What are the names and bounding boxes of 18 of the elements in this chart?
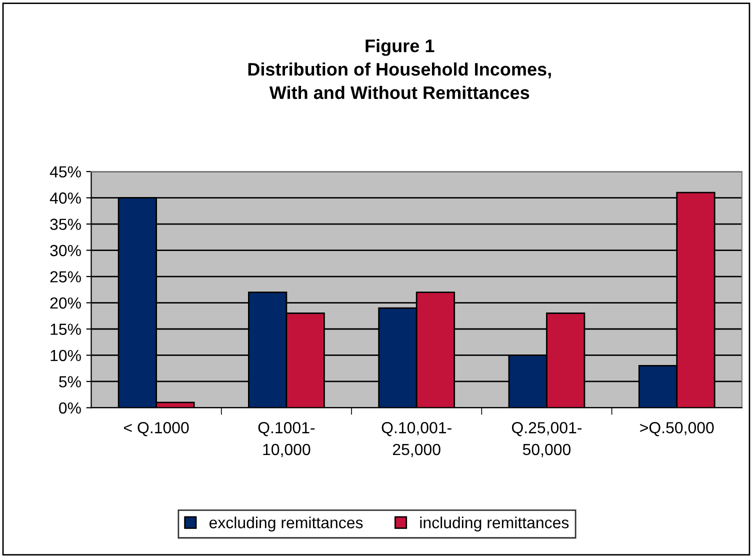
x-tick-label: < Q.1000 xyxy=(124,422,189,436)
y-tick-label: 25% xyxy=(50,271,81,282)
y-tick-label: 0% xyxy=(59,402,81,414)
x-tick-label: Q.1001- 10,000 xyxy=(258,422,315,458)
x-tick-label: Q.10,001- 25,000 xyxy=(382,422,452,458)
x-tick-label: >Q.50,000 xyxy=(640,422,714,436)
y-tick-label: 15% xyxy=(50,324,81,335)
y-tick-label: 40% xyxy=(50,192,81,204)
chart-title: Figure 1 Distribution of Household Incomes, With and Without Remittances xyxy=(248,38,551,100)
y-tick-label: 30% xyxy=(50,244,81,256)
x-tick-label: Q.25,001- 50,000 xyxy=(512,422,582,458)
y-tick-label: 20% xyxy=(50,297,81,309)
legend-label: excluding remittances xyxy=(209,516,363,532)
y-tick-label: 5% xyxy=(59,376,81,388)
y-tick-label: 35% xyxy=(50,218,81,230)
y-tick-label: 45% xyxy=(50,166,81,178)
legend-label: including remittances xyxy=(420,516,569,532)
y-tick-label: 10% xyxy=(50,350,81,362)
